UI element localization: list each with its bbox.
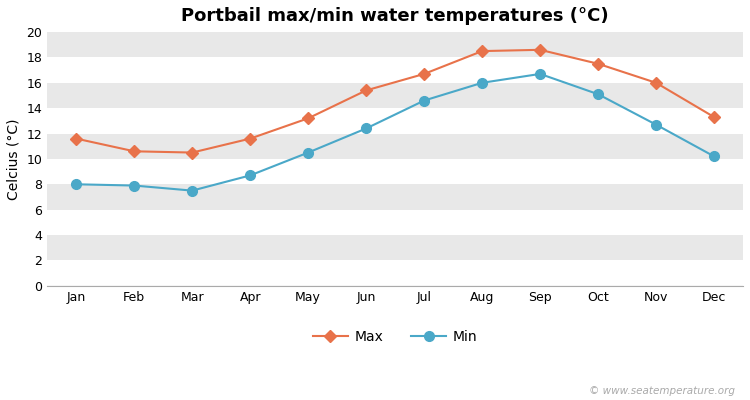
Max <box>72 136 81 141</box>
Min <box>188 188 196 193</box>
Min <box>652 122 661 127</box>
Title: Portbail max/min water temperatures (°C): Portbail max/min water temperatures (°C) <box>182 7 609 25</box>
Bar <box>47 58 743 83</box>
Bar <box>47 260 743 286</box>
Max <box>478 49 487 54</box>
Min <box>72 182 81 187</box>
Line: Max: Max <box>72 46 718 157</box>
Legend: Max, Min: Max, Min <box>308 325 483 350</box>
Bar <box>47 83 743 108</box>
Max <box>420 72 429 76</box>
Max <box>304 116 313 121</box>
Max <box>188 150 196 155</box>
Min <box>304 150 313 155</box>
Bar <box>47 134 743 159</box>
Max <box>536 48 544 52</box>
Max <box>652 80 661 85</box>
Bar <box>47 159 743 184</box>
Min <box>362 126 370 131</box>
Bar <box>47 32 743 58</box>
Max <box>130 149 139 154</box>
Min <box>710 154 718 159</box>
Min <box>478 80 487 85</box>
Min <box>536 72 544 76</box>
Line: Min: Min <box>71 69 719 196</box>
Text: © www.seatemperature.org: © www.seatemperature.org <box>589 386 735 396</box>
Bar <box>47 184 743 210</box>
Max <box>246 136 255 141</box>
Min <box>130 183 139 188</box>
Bar <box>47 210 743 235</box>
Max <box>362 88 370 93</box>
Y-axis label: Celcius (°C): Celcius (°C) <box>7 118 21 200</box>
Bar <box>47 108 743 134</box>
Bar <box>47 235 743 260</box>
Min <box>593 92 602 97</box>
Max <box>710 115 718 120</box>
Min <box>420 98 429 103</box>
Min <box>246 173 255 178</box>
Max <box>593 61 602 66</box>
